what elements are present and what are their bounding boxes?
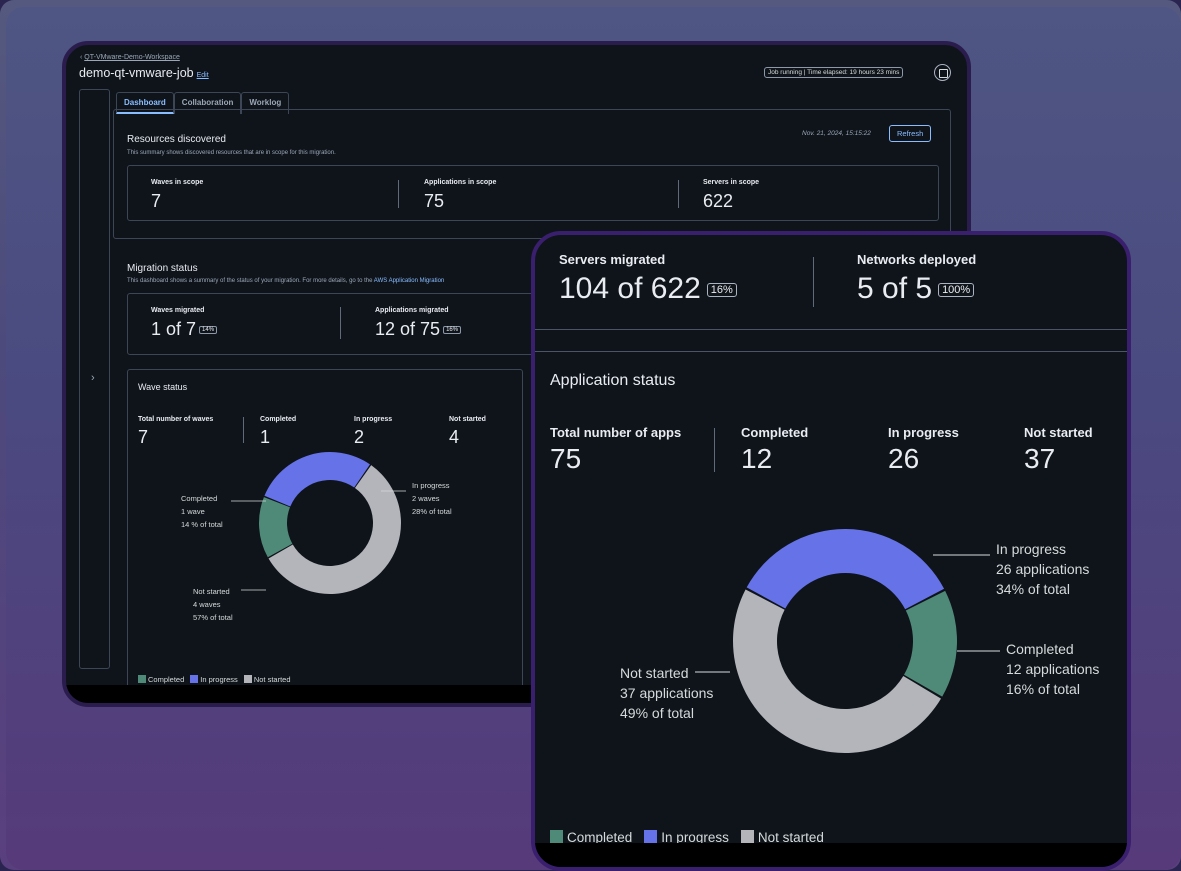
application-status-title: Application status [550,372,676,389]
migration-description: This dashboard shows a summary of the st… [127,278,445,284]
divider [714,428,715,472]
donut-slice-in-progress[interactable] [746,529,945,610]
application-chart-legend: Completed In progress Not started [550,830,824,845]
app-stat-label: Completed [741,425,809,440]
wave-chart-legend: Completed In progress Not started [138,675,291,684]
resources-description: This summary shows discovered resources … [127,150,336,156]
wave-stat-value: 2 [354,427,365,447]
metric-label: Waves in scope [151,179,204,186]
metric-label: Waves migrated [151,307,205,314]
legend-item-not-started[interactable]: Not started [740,830,824,845]
divider [678,180,679,208]
wave-stat-label: Completed [260,416,297,423]
tab-collaboration[interactable]: Collaboration [173,92,242,114]
callout-completed: Completed 1 wave 14 % of total [181,494,223,529]
divider [340,307,341,339]
networks-deployed-value: 5 of 5 100% [857,272,975,306]
metric-label: Applications migrated [375,307,449,314]
expand-chevron-icon[interactable]: › [91,372,95,384]
tab-dashboard[interactable]: Dashboard [116,92,174,114]
metric-value: 75 [424,191,445,211]
divider [535,329,1127,330]
callout-completed: Completed 12 applications 16% of total [1006,641,1100,697]
edit-link[interactable]: Edit [196,72,209,79]
application-status-donut-chart [695,529,1000,754]
wave-stat-label: Total number of waves [138,416,214,423]
donut-slice-completed[interactable] [904,590,957,697]
wave-stat-value: 7 [138,427,149,447]
refresh-button[interactable]: Refresh [889,125,932,142]
metric-value: 1 of 7 14% [151,319,218,340]
percent-badge: 100% [938,283,975,298]
tab-bar: Dashboard Collaboration Worklog [116,92,290,114]
legend-item-completed[interactable]: Completed [138,675,184,684]
app-stat-label: Not started [1024,425,1093,440]
percent-badge: 16% [706,283,737,298]
app-stat-label: In progress [888,425,959,440]
wave-status-title: Wave status [138,382,188,392]
app-stat-value: 26 [888,443,920,474]
refresh-timestamp: Nov. 21, 2024, 15:15:22 [802,130,871,137]
legend-item-in-progress[interactable]: In progress [644,830,729,845]
percent-badge: 16% [443,326,462,335]
callout-not-started: Not started 37 applications 49% of total [620,665,714,721]
dashboard-tablet-front: Servers migrated 104 of 622 16% Networks … [531,231,1131,871]
breadcrumb[interactable]: ‹ QT-VMware-Demo-Workspace [80,54,180,61]
app-stat-value: 37 [1024,443,1056,474]
section-divider [127,238,939,239]
legend-item-in-progress[interactable]: In progress [190,675,238,684]
page-title: demo-qt-vmware-job Edit [79,66,209,80]
percent-badge: 14% [199,326,218,335]
callout-in-progress: In progress 26 applications 34% of total [996,541,1090,597]
wave-stat-label: Not started [449,416,486,423]
app-stat-label: Total number of apps [550,425,682,440]
divider [813,257,814,307]
job-status-badge: Job running | Time elapsed: 19 hours 23 … [764,67,904,78]
servers-migrated-label: Servers migrated [559,252,666,267]
migration-title: Migration status [127,263,198,274]
servers-migrated-value: 104 of 622 16% [559,272,737,306]
side-navigation-rail: › [79,89,110,669]
divider [535,351,1127,352]
wave-stat-value: 4 [449,427,460,447]
job-title: demo-qt-vmware-job [79,66,194,80]
donut-slice-not-started[interactable] [268,465,401,594]
metric-value: 622 [703,191,734,211]
app-stat-value: 12 [741,443,773,474]
aws-mgn-link[interactable]: AWS Application Migration [373,278,445,284]
metric-value: 7 [151,191,162,211]
tab-worklog[interactable]: Worklog [241,92,290,114]
divider [398,180,399,208]
metric-label: Applications in scope [424,179,497,186]
callout-in-progress: In progress 2 waves 28% of total [412,481,452,516]
donut-slice-not-started[interactable] [732,589,942,754]
wave-stat-value: 1 [260,427,271,447]
metric-value: 12 of 75 16% [375,319,462,340]
app-stat-value: 75 [550,443,582,474]
resources-summary-box [127,165,939,221]
donut-slice-completed[interactable] [259,497,293,558]
resources-title: Resources discovered [127,134,226,145]
callout-not-started: Not started 4 waves 57% of total [193,587,233,622]
wave-stat-label: In progress [354,416,393,423]
stop-job-button[interactable] [934,64,951,81]
legend-item-completed[interactable]: Completed [550,830,632,845]
divider [243,417,244,443]
networks-deployed-label: Networks deployed [857,252,977,267]
legend-item-not-started[interactable]: Not started [243,675,291,684]
metric-label: Servers in scope [703,179,760,186]
donut-slice-in-progress[interactable] [264,451,370,507]
tablet-bezel [535,843,1127,867]
wave-status-donut-chart [231,451,406,594]
